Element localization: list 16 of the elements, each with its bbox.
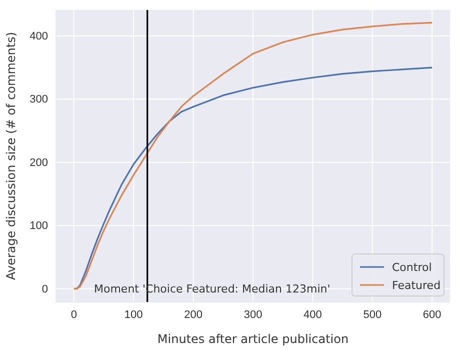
x-tick-label: 400 xyxy=(304,308,322,321)
y-tick-label: 100 xyxy=(30,220,48,232)
x-tick-label: 100 xyxy=(124,308,143,321)
legend-label: Featured xyxy=(392,279,441,292)
x-axis-title: Minutes after article publication xyxy=(157,332,349,346)
y-tick-label: 300 xyxy=(30,94,48,106)
x-tick-label: 500 xyxy=(363,308,382,321)
y-tick-label: 200 xyxy=(30,156,48,169)
x-tick-label: 0 xyxy=(70,308,77,321)
y-tick-label: 0 xyxy=(42,283,48,296)
y-tick-label: 400 xyxy=(30,30,48,42)
x-tick-label: 200 xyxy=(184,308,202,321)
legend-label: Control xyxy=(392,261,432,274)
y-axis-title: Average discussion size (# of comments) xyxy=(4,32,18,280)
x-tick-label: 300 xyxy=(244,308,262,321)
x-tick-label: 600 xyxy=(422,308,442,321)
